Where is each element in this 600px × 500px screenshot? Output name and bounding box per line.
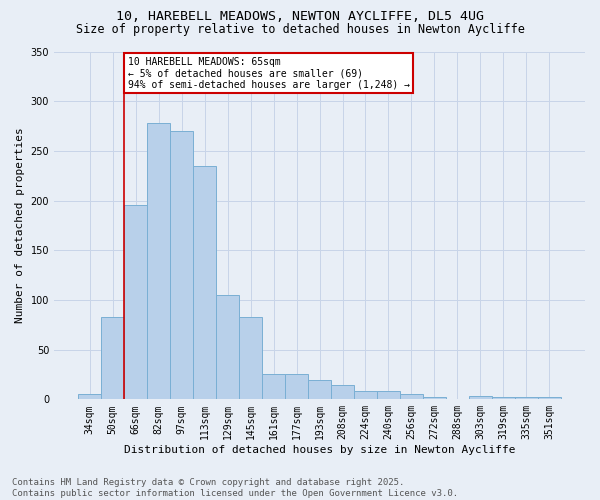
Bar bbox=[216, 295, 239, 400]
Bar bbox=[262, 374, 285, 400]
Bar bbox=[193, 166, 216, 400]
Bar bbox=[354, 392, 377, 400]
Bar bbox=[78, 394, 101, 400]
Text: 10 HAREBELL MEADOWS: 65sqm
← 5% of detached houses are smaller (69)
94% of semi-: 10 HAREBELL MEADOWS: 65sqm ← 5% of detac… bbox=[128, 56, 410, 90]
Y-axis label: Number of detached properties: Number of detached properties bbox=[15, 128, 25, 324]
Bar bbox=[423, 398, 446, 400]
Text: Contains HM Land Registry data © Crown copyright and database right 2025.
Contai: Contains HM Land Registry data © Crown c… bbox=[12, 478, 458, 498]
Bar bbox=[147, 123, 170, 400]
Bar bbox=[170, 131, 193, 400]
X-axis label: Distribution of detached houses by size in Newton Aycliffe: Distribution of detached houses by size … bbox=[124, 445, 515, 455]
Bar bbox=[492, 398, 515, 400]
Bar bbox=[331, 386, 354, 400]
Bar bbox=[285, 374, 308, 400]
Bar bbox=[124, 204, 147, 400]
Bar bbox=[469, 396, 492, 400]
Bar bbox=[239, 317, 262, 400]
Bar bbox=[538, 398, 561, 400]
Bar bbox=[101, 317, 124, 400]
Text: Size of property relative to detached houses in Newton Aycliffe: Size of property relative to detached ho… bbox=[76, 22, 524, 36]
Bar bbox=[308, 380, 331, 400]
Text: 10, HAREBELL MEADOWS, NEWTON AYCLIFFE, DL5 4UG: 10, HAREBELL MEADOWS, NEWTON AYCLIFFE, D… bbox=[116, 10, 484, 23]
Bar bbox=[377, 392, 400, 400]
Bar bbox=[515, 398, 538, 400]
Bar bbox=[400, 394, 423, 400]
